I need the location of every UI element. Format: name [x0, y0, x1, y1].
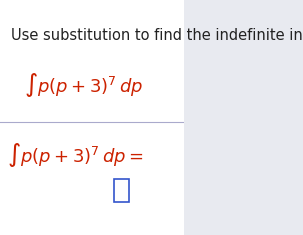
- Text: $\int p(p+3)^7\, dp$: $\int p(p+3)^7\, dp$: [24, 70, 143, 98]
- FancyBboxPatch shape: [0, 0, 184, 235]
- Bar: [114, 179, 129, 202]
- Text: $\int p(p+3)^7\, dp =$: $\int p(p+3)^7\, dp =$: [7, 141, 144, 169]
- Text: Use substitution to find the indefinite integral.: Use substitution to find the indefinite …: [11, 28, 303, 43]
